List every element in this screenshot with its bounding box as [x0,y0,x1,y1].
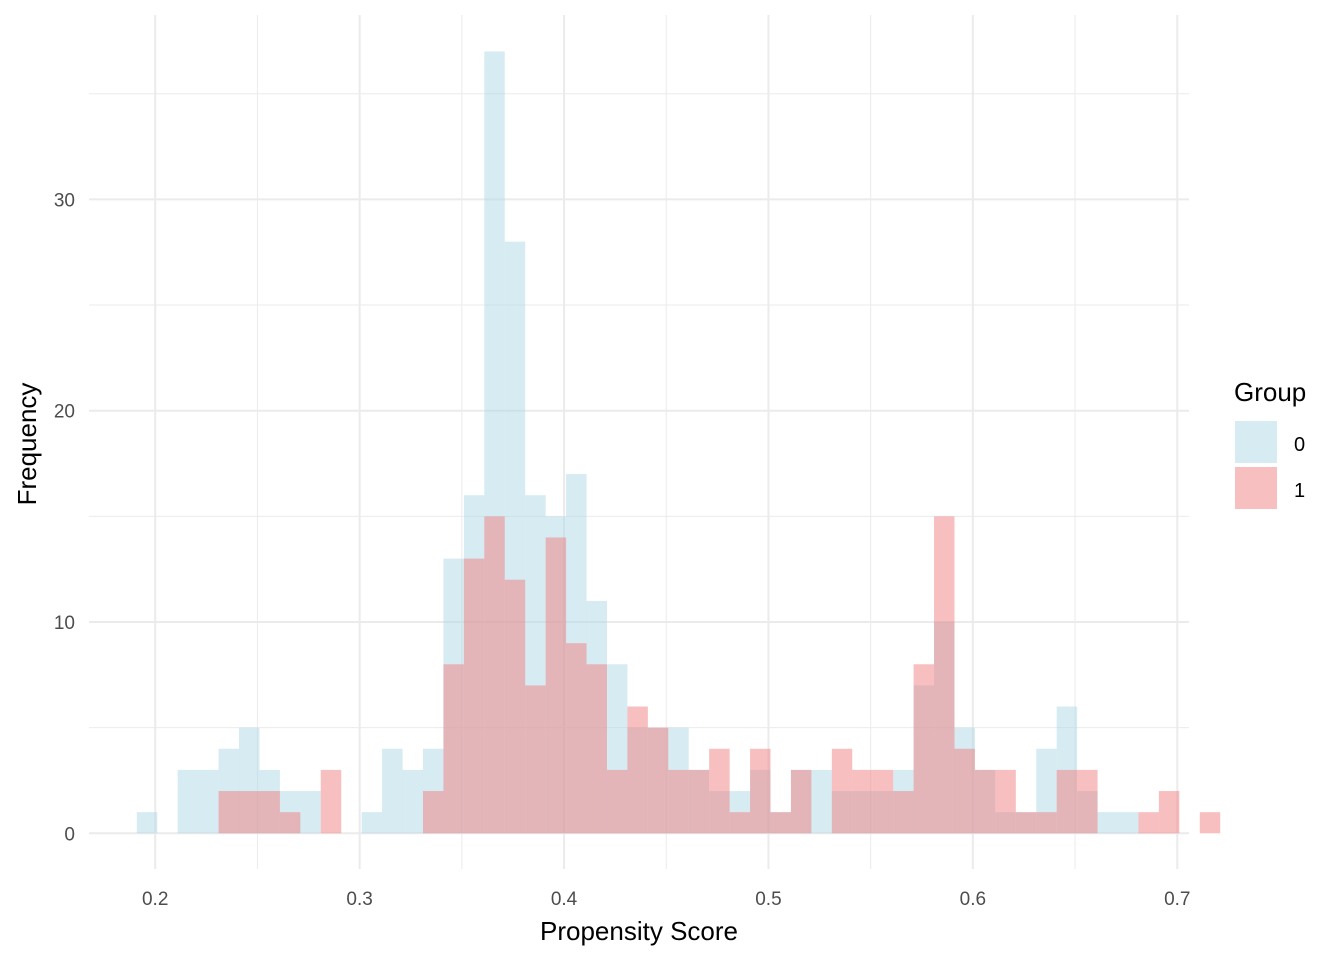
bar-group-1 [1158,791,1180,834]
bar-group-1 [709,748,730,834]
legend-key-1 [1235,467,1277,509]
bar-group-1 [750,748,771,834]
y-tick-labels: 0 10 20 30 [54,190,75,845]
bar-group-1 [1199,812,1221,834]
bar-group-0 [300,791,321,834]
bar-group-0 [1118,812,1139,834]
bar-group-1 [443,664,464,834]
bar-group-1 [790,769,812,834]
bar-group-1 [831,748,853,834]
bar-group-1 [627,706,648,834]
legend-label-1: 1 [1294,480,1305,502]
legend-key-0 [1235,421,1277,463]
bar-group-0 [1097,812,1119,834]
bar-group-1 [852,769,873,834]
legend: Group 0 1 [1234,377,1306,509]
bar-group-0 [177,769,199,834]
x-tick-label: 0.4 [551,889,578,910]
bar-group-0 [136,812,158,834]
bar-group-0 [382,748,403,834]
bar-group-1 [770,812,791,834]
bar-group-1 [525,685,546,834]
bar-group-1 [218,791,240,834]
bar-group-1 [1138,812,1159,834]
x-axis-title: Propensity Score [540,916,738,946]
y-tick-label: 30 [54,190,75,211]
bar-group-0 [198,769,219,834]
bar-group-1 [1036,812,1057,834]
legend-title: Group [1234,377,1306,407]
bar-group-1 [647,727,669,834]
bar-group-1 [934,516,955,834]
x-tick-label: 0.2 [142,889,168,910]
x-tick-label: 0.3 [346,889,372,910]
bar-group-1 [1056,769,1078,834]
bar-group-1 [729,812,751,834]
y-tick-label: 20 [54,402,75,423]
bar-group-1 [545,537,567,834]
bar-group-1 [259,791,280,834]
bar-group-1 [1015,812,1037,834]
bar-group-1 [872,769,894,834]
x-tick-labels: 0.2 0.3 0.4 0.5 0.6 0.7 [142,889,1191,910]
bar-group-1 [668,769,689,834]
bar-group-1 [484,516,505,834]
bar-group-1 [974,769,996,834]
bar-group-0 [402,769,423,834]
bars-group-1 [218,516,1221,834]
y-axis-title: Frequency [12,383,42,506]
bar-group-0 [361,812,383,834]
bar-group-1 [688,769,710,834]
bar-group-1 [1077,769,1098,834]
bar-group-1 [463,558,485,834]
bar-group-1 [586,664,607,834]
bar-group-1 [893,791,914,834]
legend-label-0: 0 [1294,434,1305,456]
bar-group-1 [422,791,444,834]
x-tick-label: 0.7 [1164,889,1190,910]
bar-group-1 [995,769,1016,834]
y-tick-label: 0 [64,824,75,845]
bar-group-1 [566,643,587,834]
grid-lines [89,15,1189,869]
bar-group-1 [606,769,628,834]
bar-group-0 [811,769,832,834]
bar-group-1 [320,769,342,834]
bar-group-1 [954,748,975,834]
x-tick-label: 0.5 [755,889,781,910]
bar-group-1 [913,664,935,834]
x-tick-label: 0.6 [960,889,986,910]
bar-group-1 [239,791,260,834]
bar-group-1 [504,579,526,834]
bar-group-1 [279,812,301,834]
y-tick-label: 10 [54,613,75,634]
